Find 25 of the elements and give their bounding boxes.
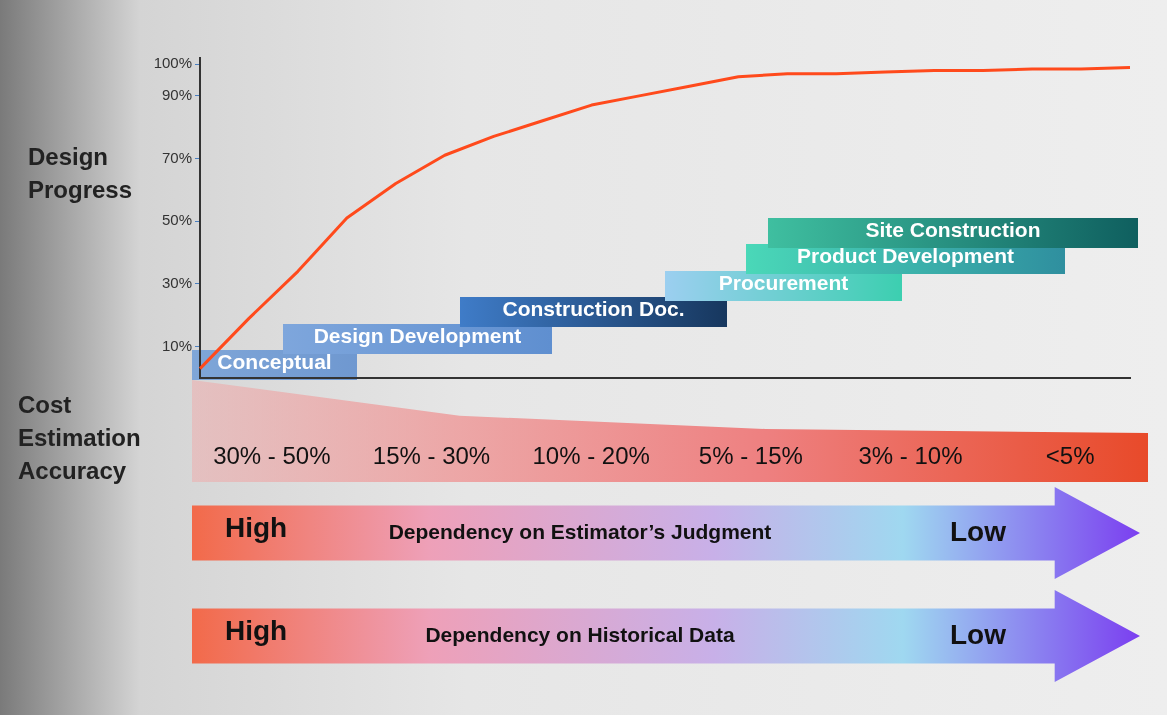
y-axis-title: Design Progress <box>28 142 134 205</box>
text: Dependency on Estimator’s Judgment <box>387 520 773 544</box>
y-tick-label: 10% <box>161 336 192 354</box>
text: Cost Estimation Accuracy <box>18 390 142 486</box>
text: <5% <box>1044 442 1096 470</box>
text: 15% - 30% <box>371 442 492 470</box>
text: 5% - 15% <box>697 442 804 470</box>
text: High <box>225 512 288 544</box>
annotation: Site Construction <box>865 217 1041 241</box>
y-tick-label: 90% <box>161 85 192 103</box>
annotation: Procurement <box>718 270 849 294</box>
text: High <box>225 615 288 647</box>
annotation: Construction Doc. <box>502 297 685 320</box>
annotation: Design Development <box>313 323 522 347</box>
annotation: Product Development <box>796 244 1015 267</box>
y-tick-label: 70% <box>161 148 192 166</box>
text: 3% - 10% <box>857 442 964 470</box>
y-tick-label: 100% <box>153 54 192 72</box>
text: Low <box>950 516 1006 548</box>
text: Low <box>950 619 1006 651</box>
y-tick-label: 50% <box>161 211 192 229</box>
y-tick-label: 30% <box>161 274 192 292</box>
text: Dependency on Historical Data <box>424 623 736 647</box>
text: 30% - 50% <box>212 442 332 470</box>
text: 10% - 20% <box>531 442 651 470</box>
